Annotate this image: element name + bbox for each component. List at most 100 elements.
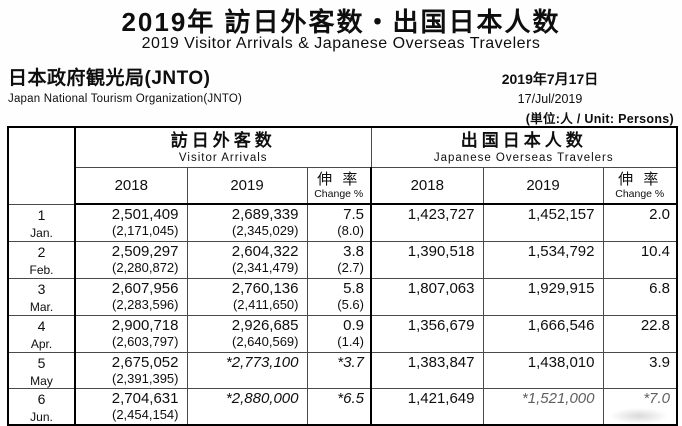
- table-row-feb: 2 Feb. 2,509,297 (2,280,872) 2,604,322 (…: [7, 240, 678, 279]
- value-main: 2,760,136: [231, 279, 299, 297]
- value-main: 2,689,339: [231, 206, 299, 223]
- cell-visitor-change: 0.9 (1.4): [306, 314, 372, 353]
- value-paren: (2,640,569): [232, 333, 299, 349]
- group-header-japanese-overseas: 出国日本人数 Japanese Overseas Travelers: [370, 126, 678, 168]
- japanese-2018-header: 2018: [370, 166, 484, 205]
- cell-japanese-2018: 1,390,518: [370, 240, 484, 279]
- value-paren: (2,341,479): [232, 259, 299, 275]
- table-row-mar: 3 Mar. 2,607,956 (2,283,596) 2,760,136 (…: [7, 277, 678, 316]
- month-number: 2: [37, 243, 46, 260]
- cell-month: 4 Apr.: [7, 314, 76, 353]
- visitor-change-header: 伸 率 Change %: [306, 166, 372, 205]
- page-subtitle: 2019 Visitor Arrivals & Japanese Oversea…: [141, 35, 541, 52]
- japanese-change-header: 伸 率 Change %: [602, 166, 678, 205]
- value-main: 2,501,409: [111, 206, 179, 223]
- value-main: 2,926,685: [231, 316, 299, 334]
- watermark-smudge: [610, 408, 668, 424]
- group-japanese-jp: 出国日本人数: [460, 131, 587, 150]
- organization-block: 日本政府観光局(JNTO) Japan National Tourism Org…: [8, 63, 242, 105]
- value-main: 1,452,157: [527, 206, 595, 223]
- unit-note: (単位:人 / Unit: Persons): [525, 112, 674, 126]
- cell-japanese-2019: 1,534,792: [482, 240, 604, 279]
- group-header-row: 訪日外客数 Visitor Arrivals 出国日本人数 Japanese O…: [7, 126, 678, 205]
- cell-japanese-change: 3.9: [602, 351, 678, 389]
- value-main: 1,423,727: [407, 206, 475, 223]
- table-row-jun: 6 Jun. 2,704,631 (2,454,154) *2,880,000 …: [7, 387, 678, 425]
- publication-date-block: 2019年7月17日 17/Jul/2019: [460, 69, 640, 106]
- cell-visitor-2019: 2,689,339 (2,345,029): [186, 203, 308, 242]
- month-number: 6: [37, 390, 46, 407]
- cell-japanese-2018: 1,356,679: [370, 314, 484, 353]
- value-main: 3.9: [649, 353, 671, 371]
- value-main: 1,534,792: [527, 242, 595, 260]
- value-paren: (2,603,797): [112, 333, 179, 349]
- value-main: *1,521,000: [521, 389, 595, 407]
- cell-visitor-2019: *2,773,100: [186, 351, 308, 389]
- value-main: 10.4: [640, 242, 671, 260]
- cell-japanese-change: 2.0: [602, 203, 678, 242]
- value-paren: (2.7): [337, 259, 364, 275]
- value-main: 2,604,322: [231, 242, 299, 260]
- group-visitor-jp: 訪日外客数: [170, 131, 276, 150]
- value-paren: (1.4): [337, 333, 364, 349]
- value-main: 1,356,679: [407, 316, 475, 334]
- cell-japanese-change: 22.8: [602, 314, 678, 353]
- value-main: 1,383,847: [407, 353, 475, 371]
- table-row-apr: 4 Apr. 2,900,718 (2,603,797) 2,926,685 (…: [7, 314, 678, 353]
- cell-visitor-2018: 2,501,409 (2,171,045): [74, 203, 188, 242]
- value-paren: (8.0): [337, 223, 364, 238]
- cell-japanese-2019: 1,929,915: [482, 277, 604, 316]
- visitor-change-en: Change %: [314, 187, 364, 200]
- page-title: 2019年 訪日外客数・出国日本人数: [121, 7, 561, 37]
- month-abbr: Mar.: [29, 299, 54, 314]
- cell-visitor-2019: 2,760,136 (2,411,650): [186, 277, 308, 316]
- month-number: 1: [37, 206, 46, 223]
- month-column-header: [7, 126, 76, 205]
- visitor-2019-header: 2019: [186, 166, 308, 205]
- cell-month: 3 Mar.: [7, 277, 76, 316]
- publication-date-en: 17/Jul/2019: [517, 92, 583, 106]
- value-main: 1,421,649: [407, 389, 475, 407]
- month-number: 3: [37, 280, 46, 297]
- value-paren: (2,454,154): [112, 406, 179, 422]
- cell-visitor-change: *6.5: [306, 387, 372, 425]
- japanese-change-jp: 伸 率: [618, 170, 662, 188]
- visitor-2018-header: 2018: [74, 166, 188, 205]
- cell-visitor-2018: 2,607,956 (2,283,596): [74, 277, 188, 316]
- table-row-partial: [7, 423, 678, 426]
- value-main: 2,675,052: [111, 353, 179, 371]
- cell-visitor-change: *3.7: [306, 351, 372, 389]
- visitor-change-jp: 伸 率: [317, 170, 361, 188]
- value-paren: (2,345,029): [232, 223, 299, 238]
- cell-visitor-2018: 2,900,718 (2,603,797): [74, 314, 188, 353]
- group-visitor-en: Visitor Arrivals: [178, 152, 268, 164]
- value-main: 6.8: [649, 279, 671, 297]
- organization-name-en: Japan National Tourism Organization(JNTO…: [8, 93, 243, 105]
- month-abbr: May: [30, 373, 53, 388]
- group-japanese-en: Japanese Overseas Travelers: [433, 152, 614, 164]
- cell-month: 1 Jan.: [7, 203, 76, 242]
- cell-japanese-change: 10.4: [602, 240, 678, 279]
- value-main: 3.8: [343, 242, 364, 260]
- value-paren: (2,411,650): [232, 296, 299, 312]
- cell-visitor-2018: 2,509,297 (2,280,872): [74, 240, 188, 279]
- group-header-visitor-arrivals: 訪日外客数 Visitor Arrivals: [74, 126, 372, 168]
- cell-japanese-change: *7.0: [602, 387, 678, 425]
- organization-name-jp: 日本政府観光局(JNTO): [8, 68, 211, 89]
- value-paren: (5.6): [337, 296, 364, 312]
- month-number: 4: [37, 317, 46, 334]
- value-paren: (2,283,596): [112, 296, 179, 312]
- cell-month: [7, 423, 76, 426]
- cell-japanese-change: [602, 423, 678, 426]
- cell-japanese-2019: 1,438,010: [482, 351, 604, 389]
- cell-visitor-change: [306, 423, 372, 426]
- month-abbr: Feb.: [29, 262, 54, 277]
- cell-japanese-2018: 1,421,649: [370, 387, 484, 425]
- month-number: 5: [37, 354, 46, 371]
- value-main: 2.0: [649, 206, 671, 223]
- month-abbr: Jan.: [30, 225, 53, 240]
- value-main: 1,929,915: [527, 279, 595, 297]
- value-main: 1,807,063: [407, 279, 475, 297]
- cell-month: 2 Feb.: [7, 240, 76, 279]
